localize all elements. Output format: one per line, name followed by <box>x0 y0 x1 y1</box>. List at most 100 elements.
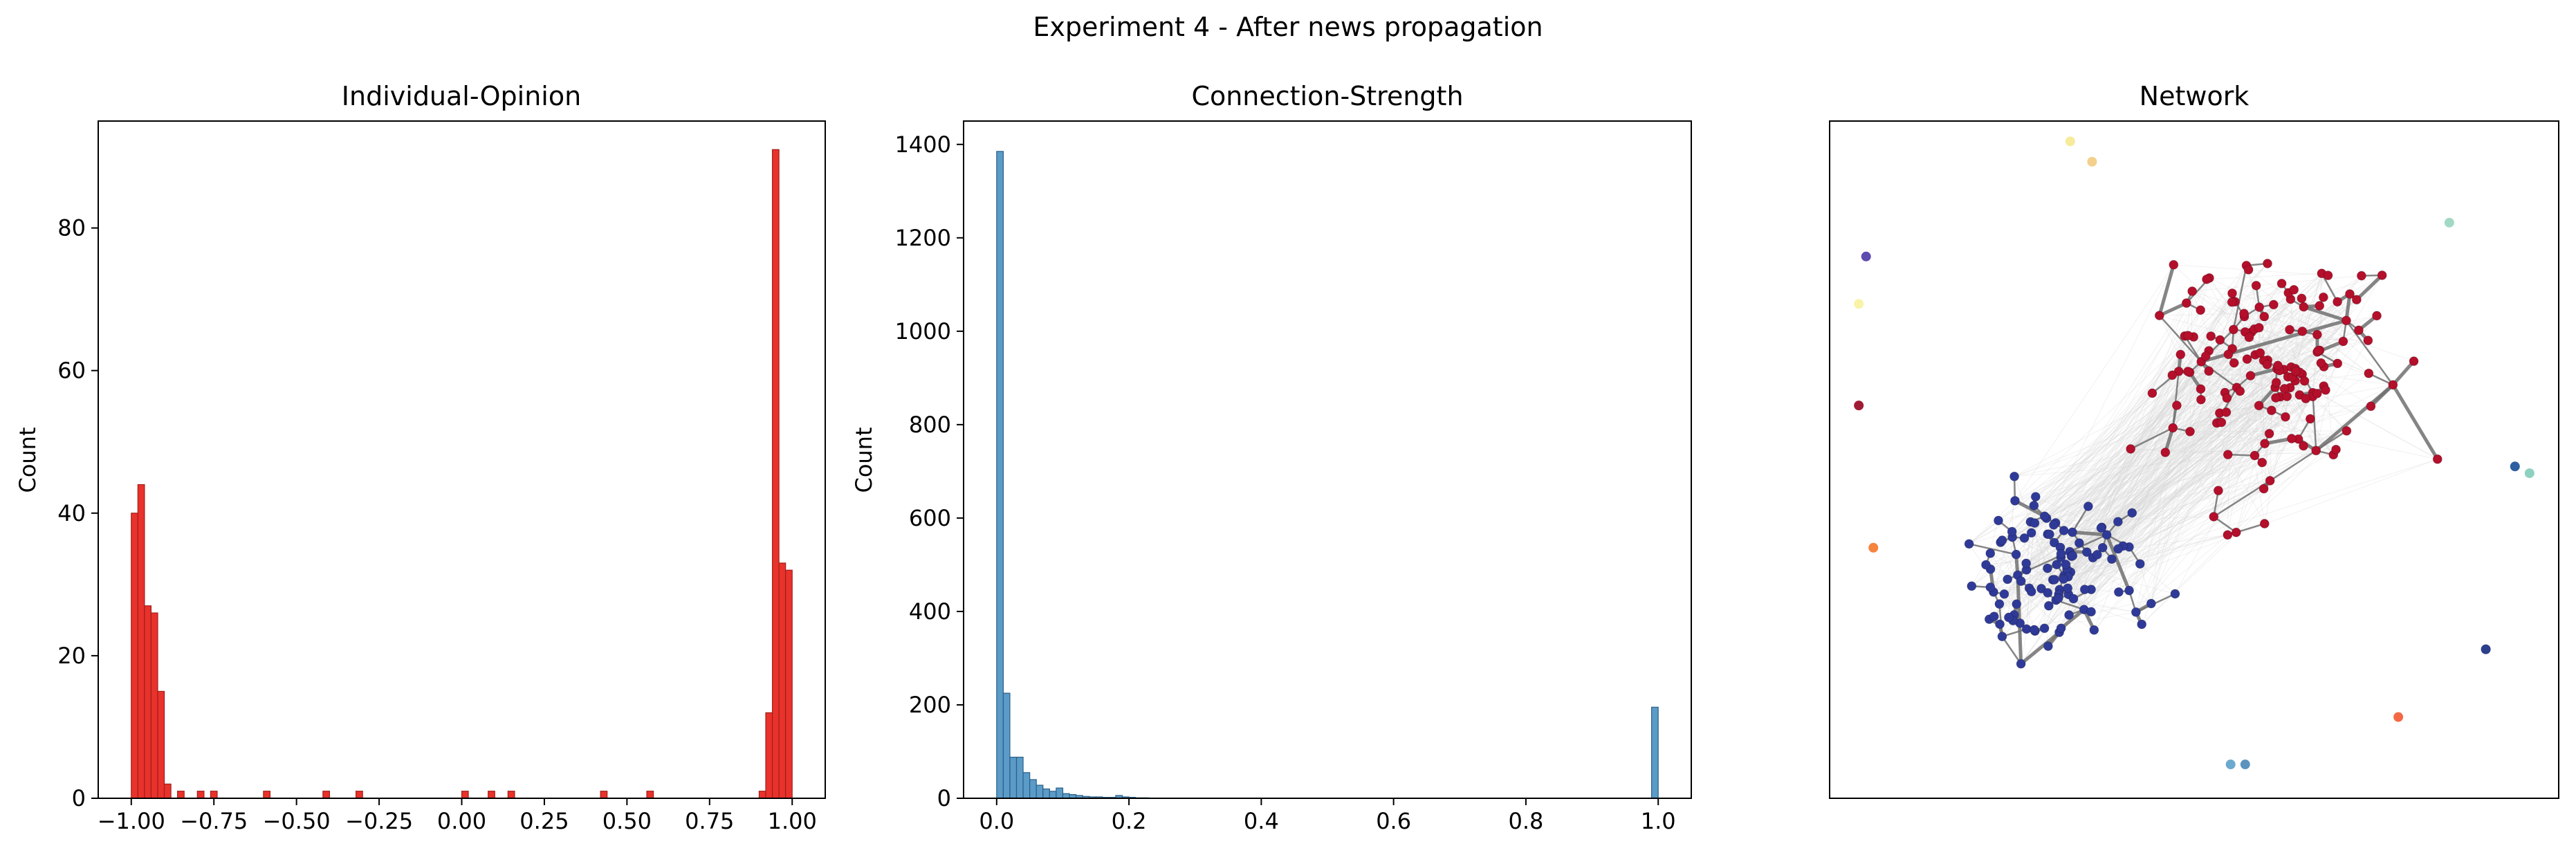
network-weak-edge <box>2209 277 2344 342</box>
network-weak-edge <box>2061 396 2288 629</box>
network-weak-edge <box>2072 371 2180 556</box>
network-node-red <box>2209 512 2219 522</box>
network-node-red <box>2432 454 2442 464</box>
network-weak-edge <box>2159 315 2229 455</box>
network-graph <box>1854 136 2534 770</box>
network-weak-edge <box>2131 431 2191 450</box>
network-weak-edge <box>2165 449 2337 453</box>
opinion-bar <box>137 484 145 799</box>
network-weak-edge <box>2258 327 2338 364</box>
network-weak-edge <box>2269 380 2305 434</box>
network-weak-edge <box>1994 375 2251 617</box>
network-panel: Network <box>1829 81 2559 799</box>
network-weak-edge <box>2128 275 2328 591</box>
network-weak-edge <box>2008 428 2173 618</box>
strength-ytick-label: 600 <box>909 505 951 531</box>
network-weak-edge <box>2068 443 2265 616</box>
network-weak-edge <box>2090 382 2277 590</box>
network-node-red <box>2321 385 2330 395</box>
network-node-blue <box>1997 535 2007 545</box>
network-weak-edge <box>2093 275 2383 631</box>
network-node-red <box>2318 292 2328 302</box>
network-weak-edge <box>2267 364 2299 439</box>
network-weak-edge <box>2128 362 2235 591</box>
network-node-blue <box>2036 584 2046 594</box>
network-weak-edge <box>2140 488 2264 564</box>
network-node-blue <box>2113 587 2124 597</box>
strength-bar <box>1002 692 1011 799</box>
network-weak-edge <box>2041 480 2270 589</box>
network-weak-edge <box>2093 335 2211 630</box>
network-weak-edge <box>2083 552 2088 610</box>
network-weak-edge <box>2192 275 2362 292</box>
network-weak-edge <box>2128 375 2173 547</box>
network-node-red <box>2147 388 2158 398</box>
network-weak-edge <box>2000 351 2318 543</box>
network-weak-edge <box>2012 554 2098 621</box>
network-weak-edge <box>2312 275 2383 393</box>
network-node-red <box>2175 349 2186 360</box>
network-weak-edge <box>2019 293 2350 624</box>
network-weak-edge <box>2031 331 2246 533</box>
network-title: Network <box>2140 81 2250 111</box>
network-node-red <box>2168 423 2178 433</box>
network-node-blue <box>2043 588 2053 598</box>
network-weak-edge <box>2068 422 2222 595</box>
network-weak-edge <box>2069 293 2233 552</box>
network-node-red <box>2204 366 2214 376</box>
network-weak-edge <box>2000 542 2027 629</box>
network-weak-edge <box>2056 438 2292 601</box>
network-weak-edge <box>2101 335 2185 528</box>
network-weak-edge <box>1989 354 2181 554</box>
opinion-xtick-label: −1.00 <box>98 808 165 834</box>
network-node-red <box>2287 434 2297 443</box>
network-node-blue <box>2101 530 2112 540</box>
strength-bar <box>1056 787 1064 799</box>
network-weak-edge <box>1989 350 2320 620</box>
network-weak-edge <box>2189 291 2193 432</box>
strength-panel: Connection-Strength Count 0.0 0.2 0.4 0.6 0.… <box>851 81 1692 834</box>
network-node-blue <box>2049 537 2059 548</box>
network-weak-edge <box>2102 392 2225 549</box>
network-weak-edge <box>2056 361 2202 565</box>
network-weak-edge <box>2041 454 2229 589</box>
network-weak-edge <box>2084 387 2290 590</box>
network-weak-edge <box>2066 558 2113 570</box>
network-node-blue <box>2049 520 2059 530</box>
network-weak-edge <box>2048 430 2347 607</box>
strength-ylabel: Count <box>851 427 877 493</box>
network-weak-edge <box>2135 438 2292 613</box>
network-node-blue <box>2127 508 2137 518</box>
network-edge <box>2391 360 2416 387</box>
network-weak-edge <box>1985 263 2268 565</box>
network-node-blue <box>2124 585 2134 596</box>
network-node-red <box>2154 311 2164 320</box>
network-weak-edge <box>2218 454 2229 491</box>
network-weak-edge <box>2187 371 2276 388</box>
strength-bar <box>1009 756 1018 799</box>
network-node-red <box>2333 297 2342 307</box>
opinion-bar <box>488 791 495 799</box>
network-isolated-node <box>1868 542 1879 553</box>
network-weak-edge <box>2227 369 2278 455</box>
strength-xtick-label: 0.8 <box>1508 808 1543 834</box>
strength-bar <box>1049 791 1057 799</box>
network-weak-edge <box>2054 371 2297 543</box>
network-node-blue <box>2056 623 2066 634</box>
network-node-red <box>2265 476 2275 486</box>
network-node-blue <box>2053 593 2063 603</box>
network-weak-edge <box>2004 430 2347 595</box>
network-weak-edge <box>2131 448 2228 455</box>
network-node-red <box>2266 405 2276 416</box>
network-weak-edge <box>2066 564 2175 594</box>
network-node-red <box>2202 274 2211 284</box>
network-weak-edge <box>2250 376 2265 489</box>
network-weak-edge <box>2140 361 2202 564</box>
network-nodes <box>1854 136 2534 770</box>
opinion-axes-frame <box>98 120 826 799</box>
network-node-red <box>2260 439 2270 449</box>
network-edge <box>1969 543 2016 555</box>
network-weak-edge <box>2101 354 2181 528</box>
network-weak-edge <box>2213 285 2257 517</box>
network-node-red <box>2285 324 2294 335</box>
